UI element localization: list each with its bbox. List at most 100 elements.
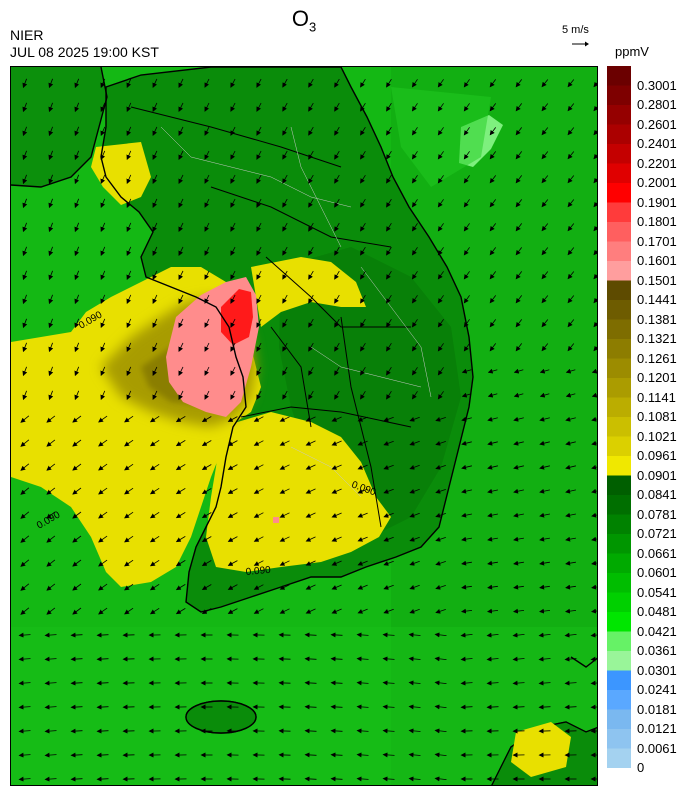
- wind-arrow: [334, 222, 340, 232]
- wind-arrow: [22, 174, 28, 185]
- wind-arrow: [565, 464, 576, 470]
- wind-arrow: [437, 391, 444, 400]
- wind-arrow: [411, 367, 418, 376]
- wind-arrow: [152, 390, 158, 401]
- wind-arrow: [305, 488, 316, 494]
- wind-arrow: [18, 704, 31, 710]
- wind-arrow: [357, 512, 368, 518]
- wind-arrow: [435, 512, 446, 518]
- wind-arrow: [360, 366, 366, 376]
- wind-arrow: [357, 488, 368, 494]
- wind-arrow: [539, 560, 550, 566]
- wind-arrow: [539, 368, 550, 374]
- wind-arrow: [308, 366, 314, 376]
- wind-arrow: [70, 656, 83, 662]
- wind-arrow: [279, 440, 290, 446]
- wind-arrow: [178, 270, 184, 280]
- colorbar-swatch: [607, 319, 631, 340]
- wind-arrow: [593, 345, 597, 352]
- wind-arrow: [591, 392, 597, 398]
- wind-arrow: [591, 512, 597, 518]
- colorbar-swatch: [607, 573, 631, 593]
- wind-arrow: [201, 464, 212, 471]
- datetime-label: JUL 08 2025 19:00 KST: [10, 44, 159, 60]
- colorbar-label: 0.2601: [637, 116, 677, 132]
- wind-arrow: [230, 246, 236, 256]
- wind-arrow: [463, 343, 470, 352]
- wind-arrow: [541, 319, 549, 328]
- yellow-plume-northwest: [91, 142, 151, 205]
- wind-arrow: [308, 246, 314, 256]
- wind-arrow: [435, 584, 446, 590]
- wind-arrow: [386, 102, 392, 112]
- wind-arrow: [489, 175, 497, 184]
- wind-arrow: [22, 246, 28, 257]
- wind-arrow: [489, 271, 497, 280]
- wind-arrow: [567, 343, 575, 352]
- wind-arrow: [513, 368, 524, 374]
- wind-arrow: [356, 632, 369, 638]
- wind-arrow: [489, 103, 497, 112]
- wind-arrow: [18, 752, 31, 758]
- wind-arrow: [437, 175, 444, 184]
- wind-arrow: [411, 319, 418, 328]
- wind-arrow: [96, 776, 109, 782]
- wind-arrow: [96, 752, 109, 758]
- colorbar-swatch: [607, 475, 631, 496]
- wind-arrow: [282, 102, 288, 112]
- wind-arrow: [331, 512, 342, 518]
- wind-arrow: [463, 199, 470, 208]
- wind-arrow: [330, 704, 343, 710]
- wind-arrow: [360, 342, 366, 352]
- wind-arrow: [70, 752, 83, 758]
- wind-arrow: [360, 318, 366, 328]
- wind-arrow: [541, 151, 549, 160]
- wind-arrow: [334, 246, 340, 256]
- wind-arrow: [408, 704, 421, 710]
- wind-arrow: [201, 512, 212, 519]
- wind-arrow: [46, 511, 56, 519]
- wind-arrow: [100, 318, 106, 329]
- wind-arrow: [565, 536, 576, 542]
- colorbar-label: 0.0121: [637, 721, 677, 736]
- wind-arrow: [463, 175, 470, 184]
- wind-arrow: [282, 222, 288, 232]
- wind-arrow: [74, 342, 80, 353]
- colorbar-swatch: [607, 202, 631, 223]
- wind-arrow: [538, 632, 551, 638]
- wind-arrow: [487, 536, 498, 542]
- wind-arrow: [356, 776, 369, 782]
- wind-arrow: [20, 559, 30, 567]
- wind-arrow: [486, 656, 499, 662]
- wind-arrow: [409, 512, 420, 518]
- wind-arrow: [18, 680, 31, 686]
- wind-arrow: [487, 368, 498, 374]
- wind-arrow: [126, 174, 132, 185]
- wind-arrow: [230, 318, 236, 328]
- wind-arrow: [230, 78, 236, 88]
- wind-arrow: [230, 198, 236, 208]
- colorbar-label: 0.0601: [637, 565, 677, 580]
- wind-arrow: [152, 222, 158, 233]
- wind-arrow: [178, 126, 184, 136]
- wind-arrow: [253, 584, 264, 590]
- wind-arrow: [22, 270, 28, 281]
- wind-arrow: [230, 150, 236, 160]
- wind-arrow: [44, 680, 57, 686]
- wind-arrow: [44, 632, 57, 638]
- wind-arrow: [330, 680, 343, 686]
- wind-arrow: [72, 463, 82, 471]
- wind-arrow: [357, 608, 368, 614]
- wind-arrow: [70, 704, 83, 710]
- wind-arrow: [201, 584, 212, 591]
- wind-arrow: [253, 608, 264, 614]
- wind-arrow: [46, 607, 56, 615]
- wind-arrow: [463, 79, 470, 88]
- wind-arrow: [360, 174, 366, 184]
- colorbar-label: 0.1081: [637, 409, 677, 424]
- wind-arrow: [149, 607, 160, 615]
- title-main: O: [291, 6, 309, 31]
- wind-arrow: [334, 390, 340, 400]
- wind-arrow: [515, 343, 523, 352]
- wind-arrow: [20, 583, 30, 591]
